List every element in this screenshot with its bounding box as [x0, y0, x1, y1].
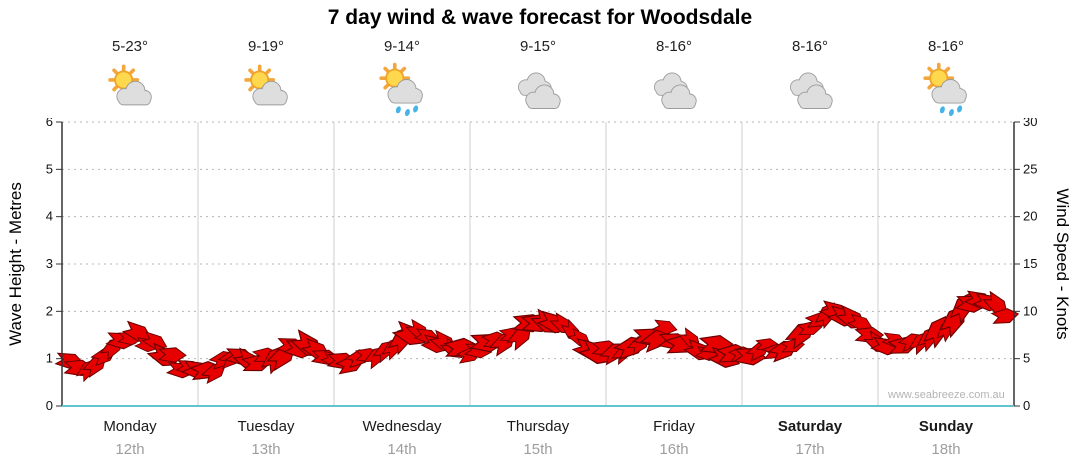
wind-arrow [990, 308, 1020, 324]
wind-arrow [121, 320, 153, 342]
day-label: Wednesday [362, 418, 442, 435]
left-tick-label: 0 [46, 398, 53, 413]
wind-arrow [141, 331, 168, 350]
sun-cloud-icon [101, 60, 159, 118]
left-tick-label: 4 [46, 209, 53, 224]
right-tick-label: 10 [1023, 303, 1037, 318]
day-temp: 9-14° [383, 38, 421, 55]
day-temp: 8-16° [655, 38, 693, 55]
day-label: Tuesday [237, 418, 295, 435]
sun-cloud-icon [237, 60, 295, 118]
day-temp: 5-23° [111, 38, 149, 55]
left-tick-label: 6 [46, 118, 53, 129]
cloudy-icon [509, 60, 567, 118]
day-names-row: Monday Tuesday Wednesday Thursday Friday… [62, 418, 1014, 435]
day-label: Thursday [506, 418, 570, 435]
date-label: 14th [387, 441, 417, 458]
day-label: Saturday [777, 418, 843, 435]
day-temp: 9-15° [519, 38, 557, 55]
chart-title: 7 day wind & wave forecast for Woodsdale [327, 6, 753, 29]
day-label: Monday [103, 418, 157, 435]
date-label: 13th [251, 441, 281, 458]
date-label: 17th [795, 441, 825, 458]
dates-row: 12th 13th 14th 15th 16th 17th 18th [62, 441, 1014, 458]
right-tick-label: 0 [1023, 398, 1030, 413]
cloudy-icon [781, 60, 839, 118]
wind-arrow [200, 363, 227, 385]
day-label: Sunday [918, 418, 974, 435]
date-label: 18th [931, 441, 961, 458]
day-temp: 8-16° [791, 38, 829, 55]
date-label: 15th [523, 441, 553, 458]
day-label: Friday [653, 418, 695, 435]
weather-icons-row [62, 60, 1014, 118]
right-tick-label: 25 [1023, 161, 1037, 176]
left-tick-label: 2 [46, 303, 53, 318]
date-label: 12th [115, 441, 145, 458]
sun-cloud-rain-icon [373, 60, 431, 118]
right-tick-label: 20 [1023, 209, 1037, 224]
day-temp: 8-16° [927, 38, 965, 55]
left-tick-label: 5 [46, 161, 53, 176]
wind-wave-chart: 0 1 2 3 4 5 6 0 5 10 15 20 25 30 [46, 118, 1038, 413]
date-label: 16th [659, 441, 689, 458]
wind-arrow [157, 347, 187, 363]
left-tick-label: 3 [46, 256, 53, 271]
day-temp: 9-19° [247, 38, 285, 55]
cloudy-icon [645, 60, 703, 118]
temperature-row: 5-23° 9-19° 9-14° 9-15° 8-16° 8-16° 8-16… [62, 38, 1014, 55]
right-tick-label: 15 [1023, 256, 1037, 271]
left-tick-label: 1 [46, 351, 53, 366]
right-tick-label: 5 [1023, 351, 1030, 366]
right-tick-label: 30 [1023, 118, 1037, 129]
sun-cloud-rain-icon [917, 60, 975, 118]
watermark: www.seabreeze.com.au [888, 389, 1005, 401]
